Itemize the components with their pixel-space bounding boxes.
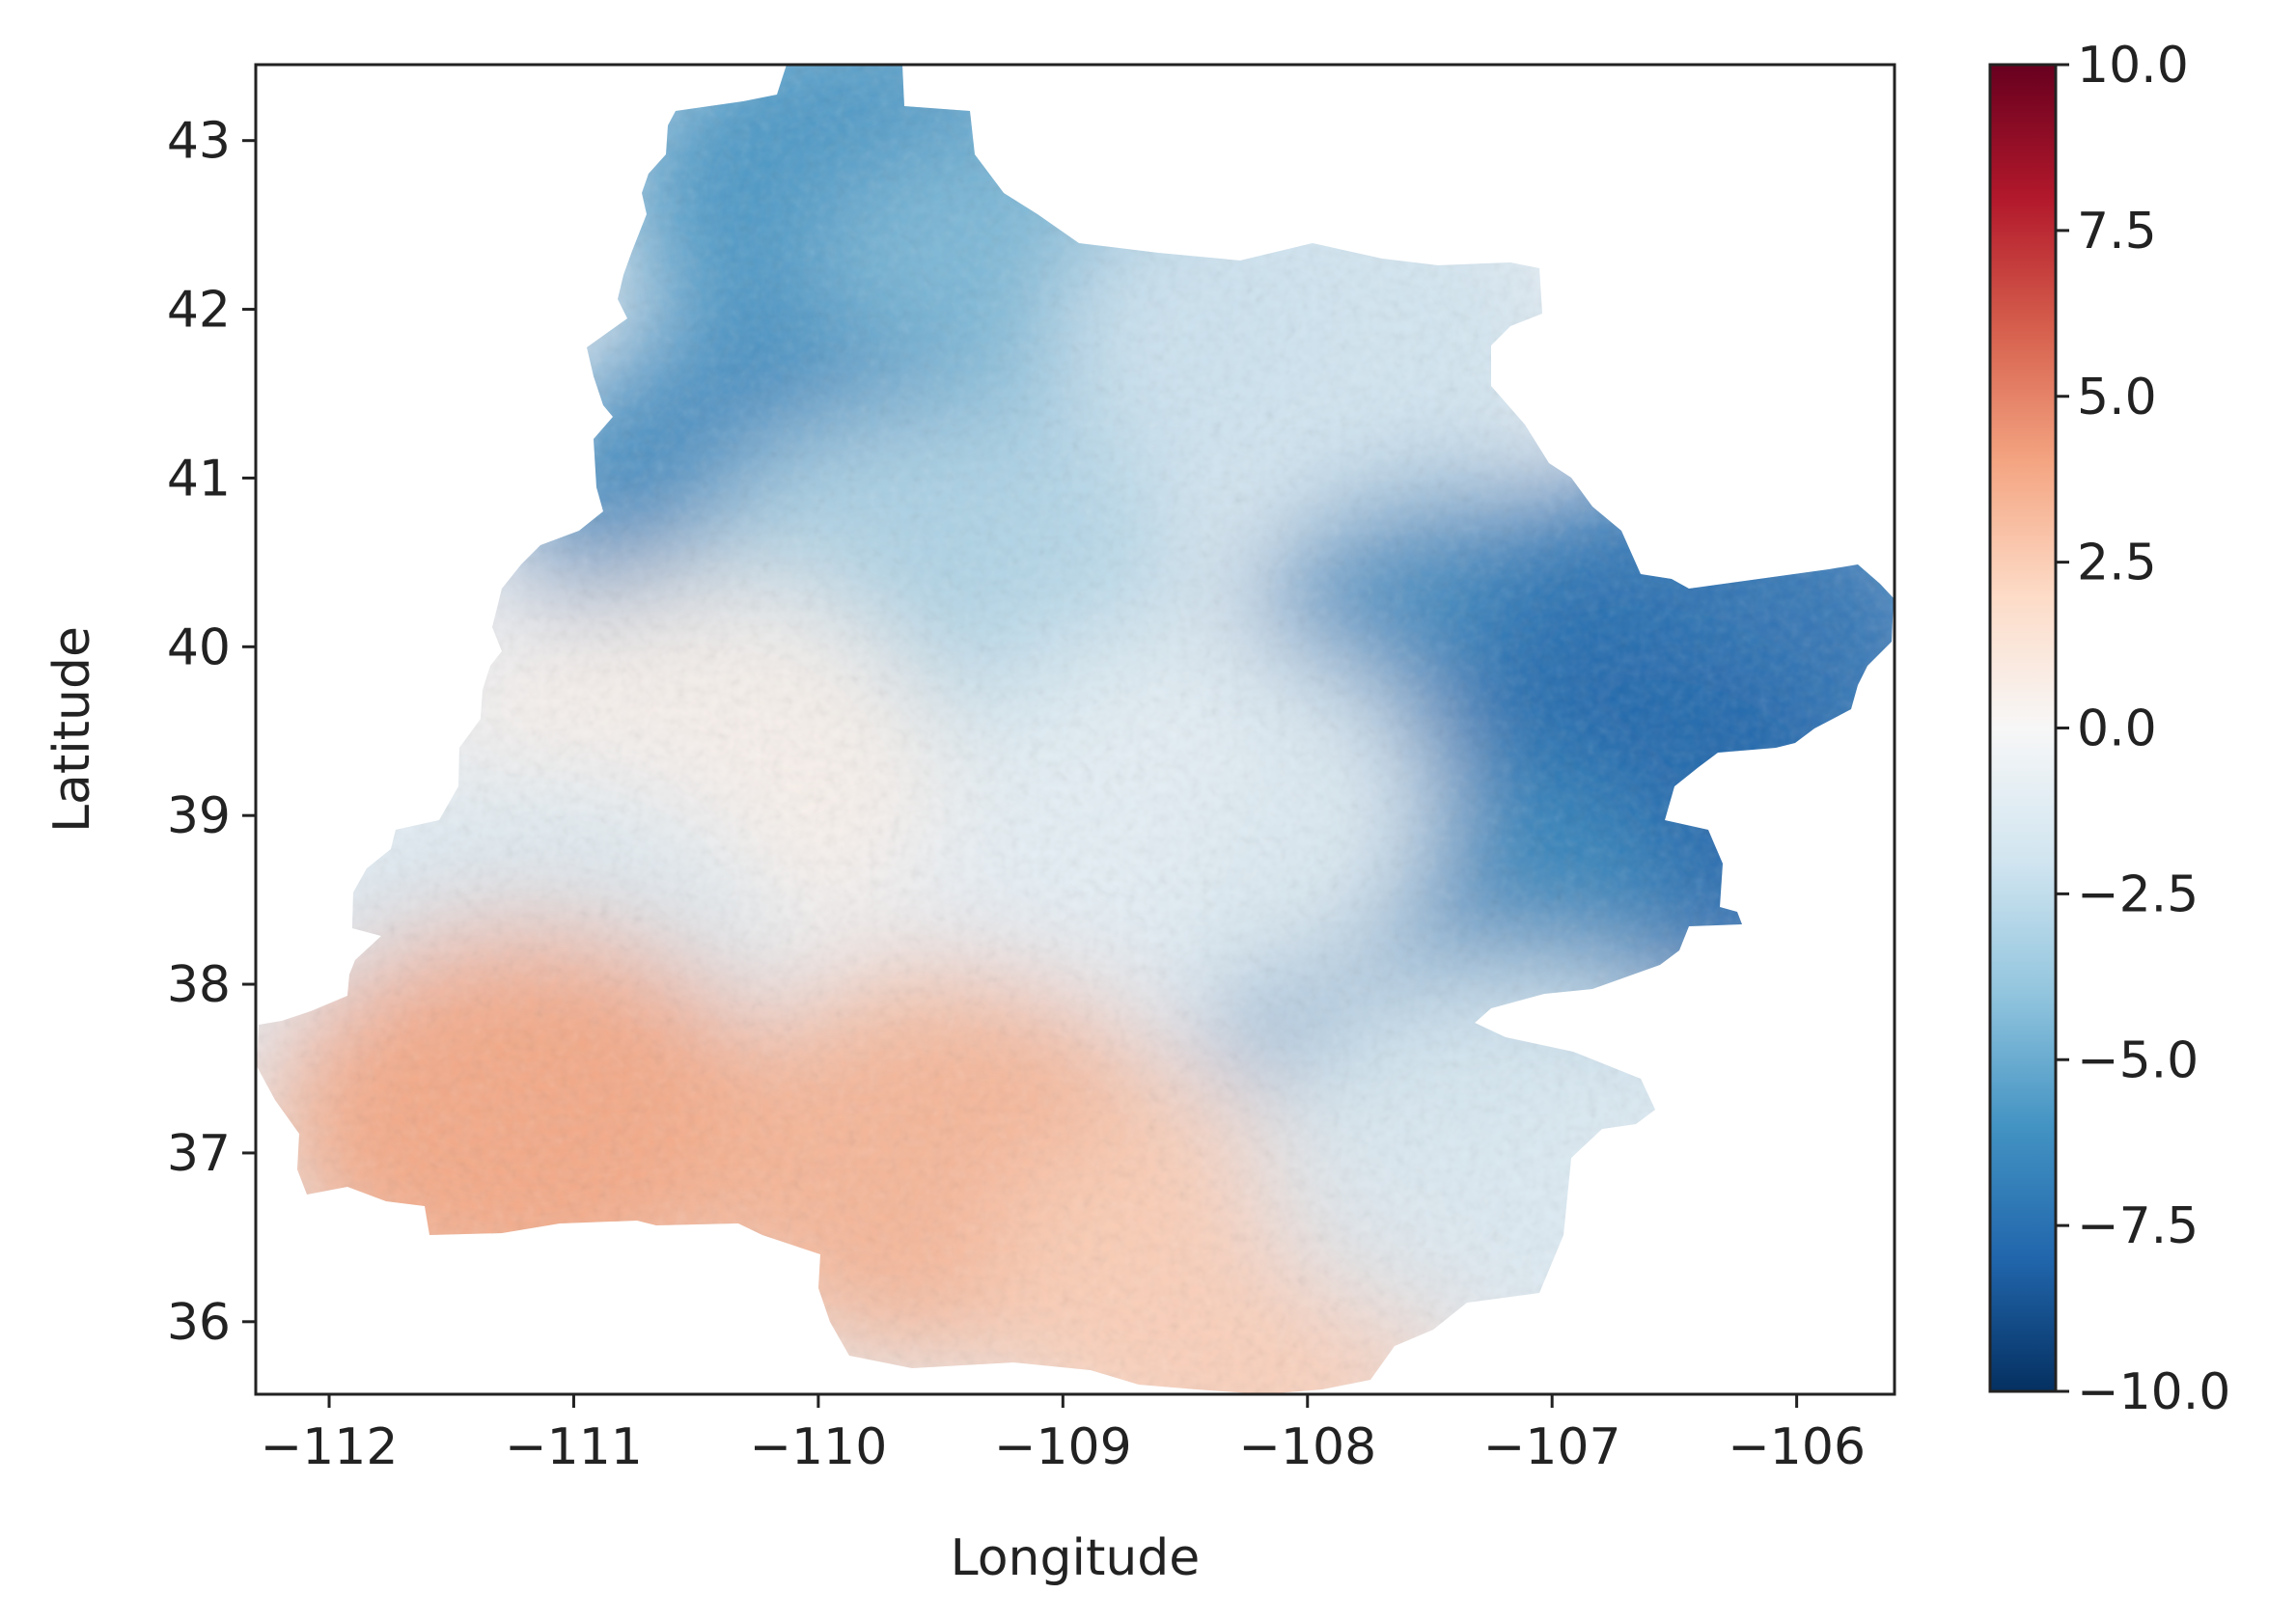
y-tick-label: 42	[167, 282, 231, 340]
colorbar-tick-label: 7.5	[2077, 203, 2157, 261]
colorbar-tick-label: 5.0	[2077, 369, 2157, 426]
colorbar-tick-label: 10.0	[2077, 37, 2189, 95]
y-tick-label: 38	[167, 956, 231, 1014]
y-tick-label: 41	[167, 450, 231, 508]
y-tick-label: 36	[167, 1294, 231, 1352]
y-tick-label: 39	[167, 787, 231, 845]
x-tick-label: −112	[261, 1418, 399, 1476]
y-axis: 36 37 38 39 40 41 42 43	[167, 113, 256, 1352]
plot-frame	[254, 63, 1896, 1396]
colorbar-tick-label: 2.5	[2077, 535, 2157, 592]
colorbar-tick-label: −2.5	[2077, 865, 2199, 923]
colorbar-tick-label: −10.0	[2077, 1363, 2230, 1421]
x-axis-title: Longitude	[951, 1529, 1201, 1587]
colorbar-tick-label: −5.0	[2077, 1031, 2199, 1089]
x-tick-label: −108	[1238, 1418, 1376, 1476]
y-tick-label: 37	[167, 1125, 231, 1183]
x-axis: −112 −111 −110 −109 −108 −107 −106	[261, 1394, 1866, 1476]
y-tick-label: 43	[167, 113, 231, 171]
colorbar-ticks: −10.0 −7.5 −5.0 −2.5 0.0 2.5 5.0 7.5 10.0	[2056, 37, 2230, 1421]
colorbar-tick-label: 0.0	[2077, 701, 2157, 758]
heatmap-texture	[257, 65, 1894, 1394]
x-tick-label: −109	[994, 1418, 1132, 1476]
x-tick-label: −111	[505, 1418, 643, 1476]
y-tick-label: 40	[167, 618, 231, 676]
plot-area	[257, 65, 1894, 1394]
colorbar-tick-label: −7.5	[2077, 1197, 2199, 1255]
x-tick-label: −106	[1728, 1418, 1866, 1476]
y-axis-title: Latitude	[43, 626, 101, 833]
x-tick-label: −110	[749, 1418, 887, 1476]
x-tick-label: −107	[1483, 1418, 1621, 1476]
colorbar	[1988, 63, 2058, 1393]
